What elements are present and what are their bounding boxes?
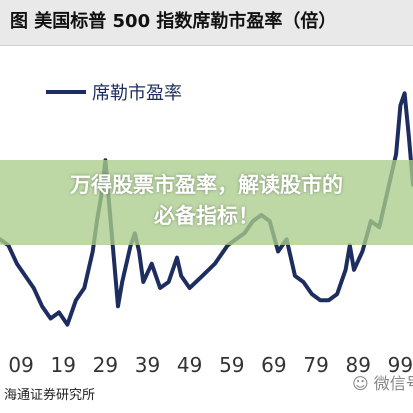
x-tick-label: 69 [261,353,286,377]
x-tick-label: 89 [345,353,370,377]
watermark: ☺ 微信号 [352,370,413,394]
x-tick-label: 99 [388,353,413,377]
x-tick-label: 79 [303,353,328,377]
x-tick-label: 09 [8,353,33,377]
legend-label: 席勒市盈率 [92,83,182,104]
chart-title: 图 美国标普 500 指数席勒市盈率（倍） [10,11,337,32]
series-line-shiller-pe [0,91,413,327]
x-tick-label: 39 [135,353,160,377]
promo-banner-text: 万得股票市盈率，解读股市的 必备指标！ [20,170,393,232]
promo-line-2: 必备指标！ [154,204,259,228]
watermark-text: 微信号 [373,374,413,393]
promo-line-1: 万得股票市盈率，解读股市的 [70,173,343,197]
source-label: 海通证券研究所 [4,388,96,403]
wechat-icon: ☺ [352,374,369,393]
x-tick-label: 49 [177,353,202,377]
x-tick-label: 59 [219,353,244,377]
x-axis-ticks: 09 19 29 39 49 59 69 79 89 99 [8,353,413,377]
title-bar [0,0,413,46]
x-tick-label: 19 [50,353,75,377]
promo-banner [0,160,413,245]
x-tick-label: 29 [93,353,118,377]
